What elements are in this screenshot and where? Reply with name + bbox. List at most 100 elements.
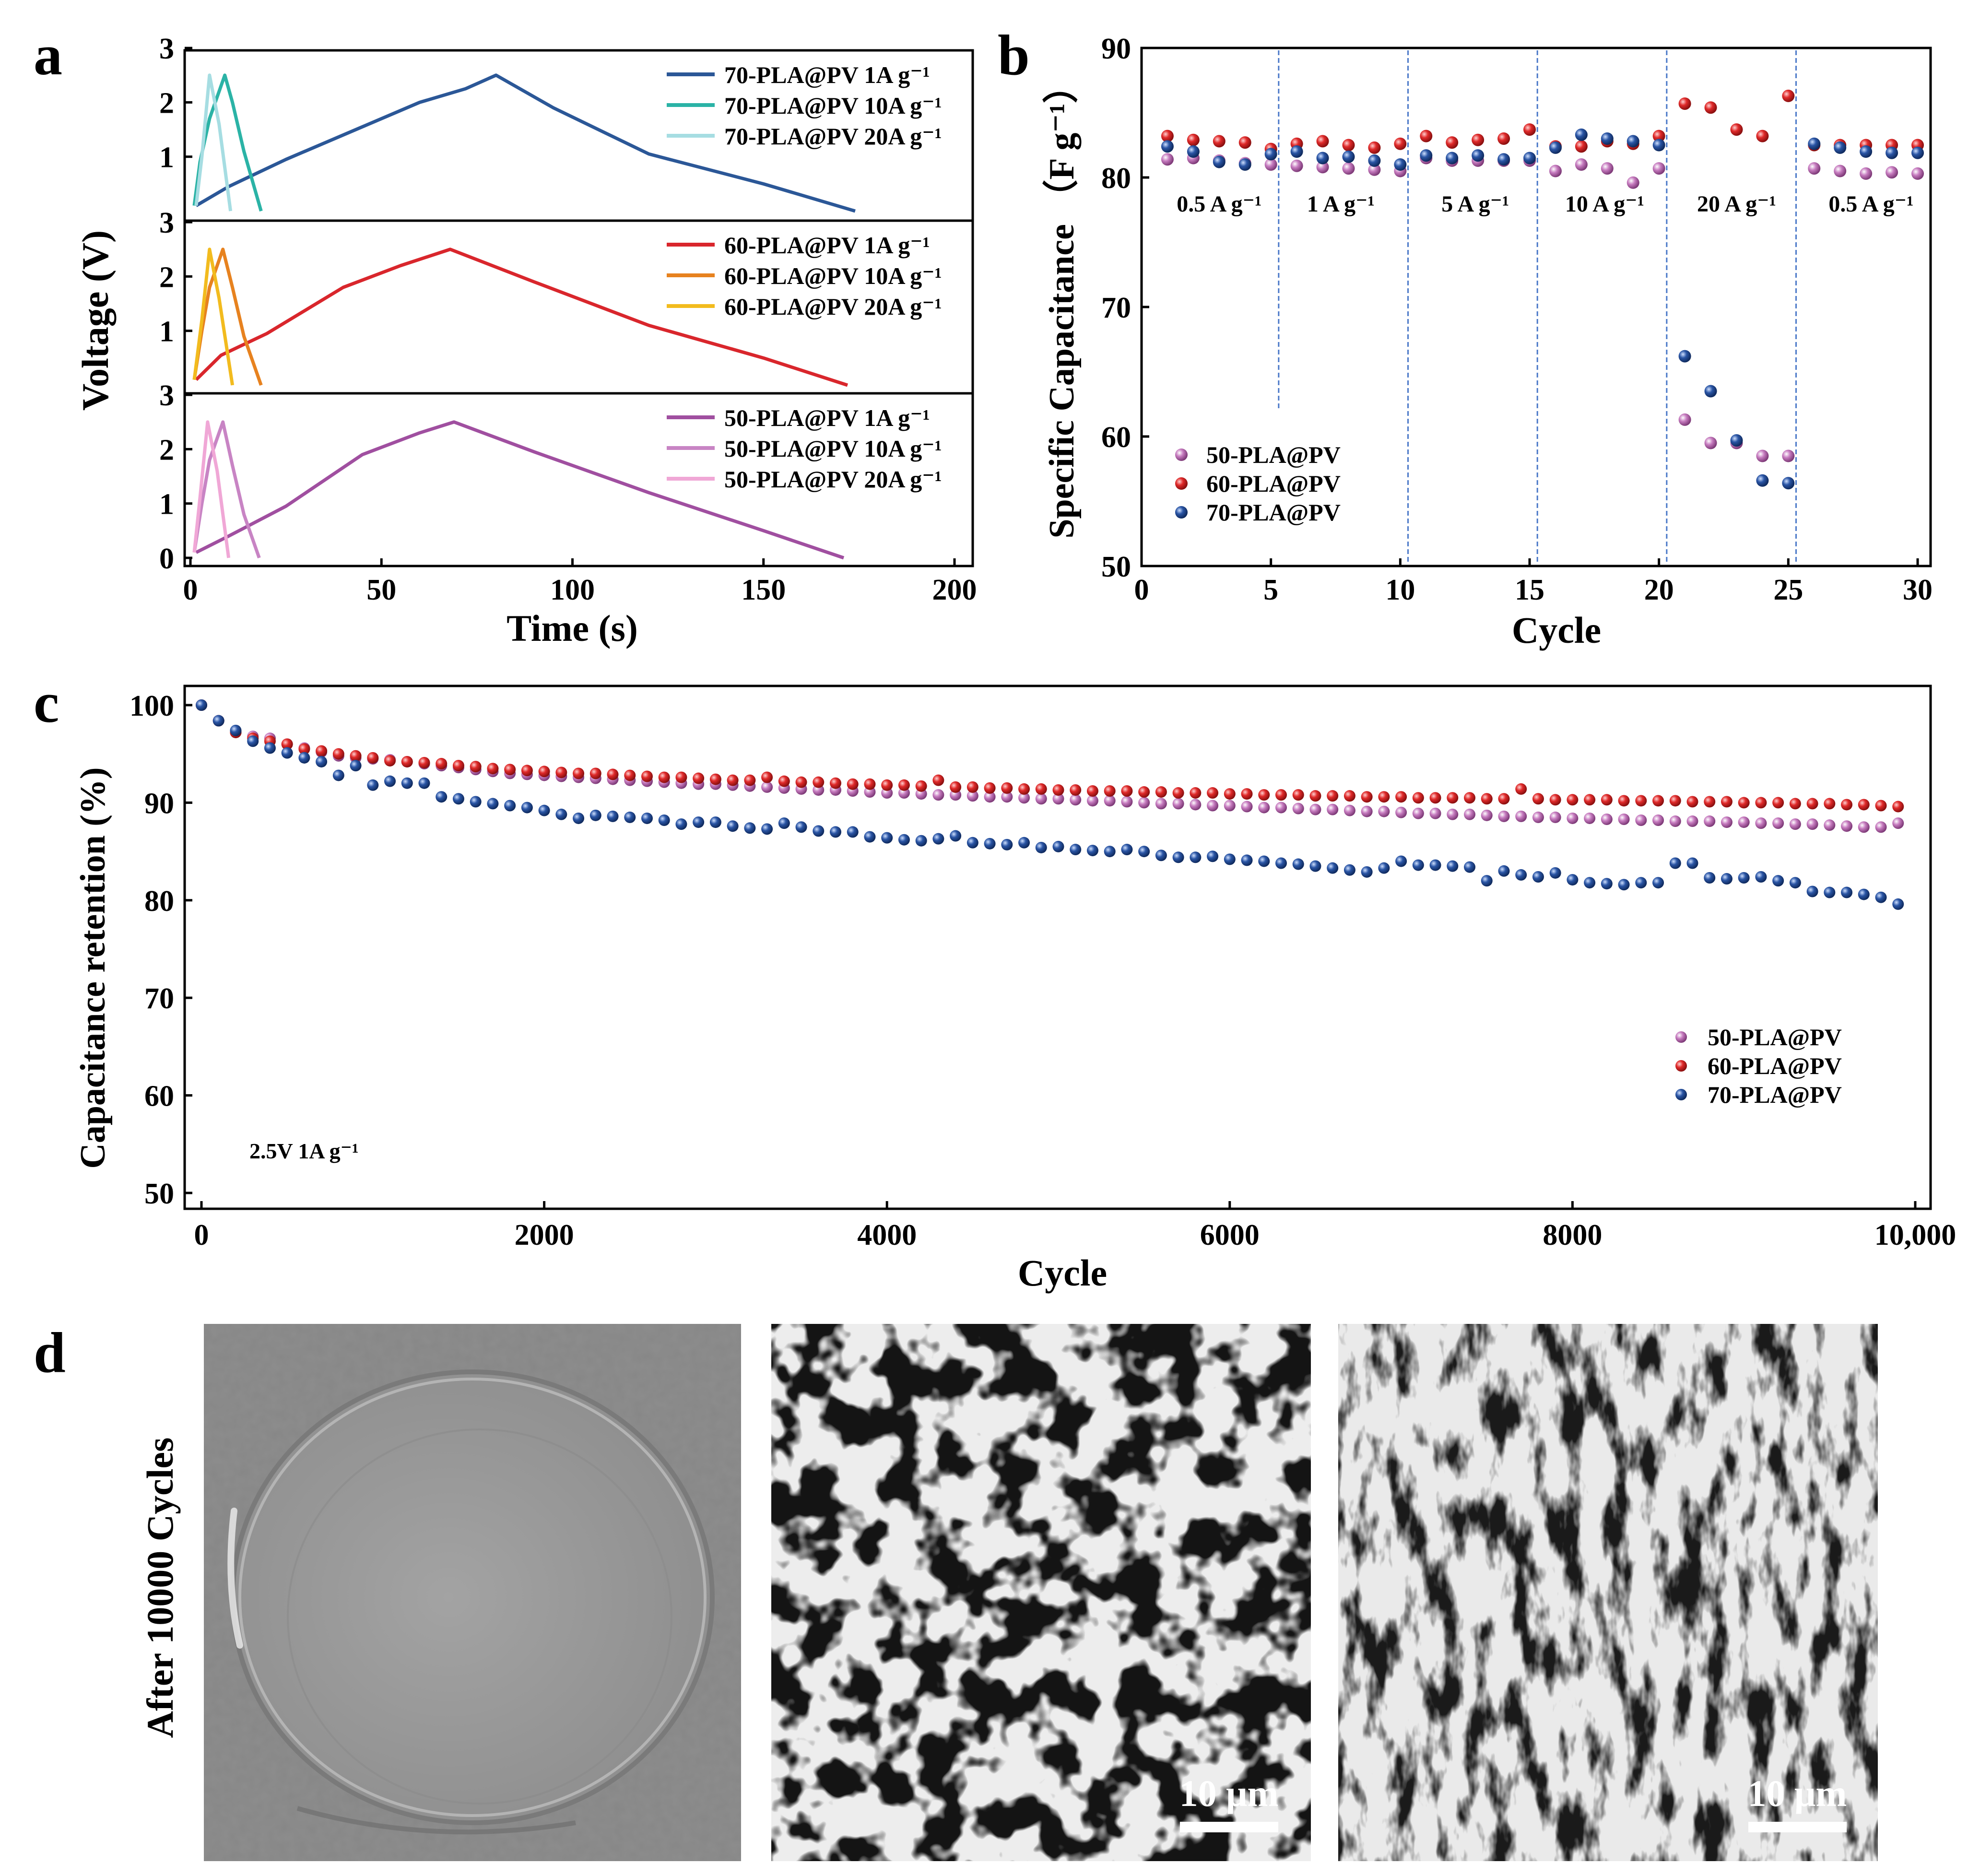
panel-c-point (658, 771, 670, 783)
panel-b-point (1472, 149, 1485, 162)
panel-c-point (607, 768, 619, 780)
panel-c-point (675, 771, 687, 783)
panel-a-y-tick-label: 2 (159, 87, 174, 119)
panel-c-y-tick-label: 60 (144, 1080, 174, 1113)
panel-b-point (1213, 135, 1226, 148)
panel-c-point (1378, 791, 1390, 803)
panel-c-point (1824, 886, 1836, 898)
panel-c-point (1532, 793, 1544, 805)
panel-c-point (1892, 898, 1904, 910)
panel-b-point (1497, 132, 1510, 145)
panel-b-point (1161, 140, 1174, 153)
panel-c-point (898, 779, 910, 791)
panel-c-point (1343, 864, 1355, 876)
panel-c-point (1275, 802, 1287, 814)
panel-c-point (1481, 809, 1493, 821)
panel-c-point (1001, 791, 1013, 803)
panel-c-point (1601, 813, 1613, 825)
panel-c-point (1789, 798, 1801, 810)
panel-c-point (1018, 837, 1030, 849)
panel-a-curve (194, 73, 233, 212)
panel-c-point (436, 791, 448, 803)
panel-c-point (778, 775, 790, 787)
panel-b-point (1549, 141, 1562, 154)
panel-c-point (1052, 840, 1064, 852)
panel-c-point (761, 823, 773, 835)
panel-c-frame (183, 684, 1932, 1210)
panel-c-point (1858, 799, 1870, 811)
panel-c-point (1104, 846, 1116, 858)
panel-letter-a: a (34, 23, 62, 87)
panel-c-point (1172, 798, 1184, 810)
panel-b-rate-label: 10 A g⁻¹ (1565, 191, 1644, 217)
panel-a-curve (195, 248, 848, 387)
panel-c-point (1429, 807, 1441, 819)
panel-b-point (1523, 152, 1536, 165)
panel-b-x-label: Cycle (1512, 609, 1601, 651)
panel-a-legend-label: 70-PLA@PV 20A g⁻¹ (724, 123, 942, 150)
panel-a-y-label: Voltage (V) (74, 230, 116, 411)
panel-b-y-tick-label: 70 (1101, 292, 1131, 324)
panel-b-rate-labels: 0.5 A g⁻¹ 1 A g⁻¹ 5 A g⁻¹ 10 A g⁻¹ 20 A g⁻¹ 0… (1177, 191, 1913, 217)
panel-c-point (1292, 789, 1304, 801)
panel-c-point (795, 821, 807, 833)
panel-c-point (487, 798, 499, 810)
panel-c-y-tick-label: 90 (144, 787, 174, 820)
panel-c-point (693, 772, 705, 784)
panel-c-point (932, 774, 944, 786)
panel-c-point (196, 699, 207, 711)
panel-c-point (1190, 799, 1202, 811)
panel-c-x-tick-label: 10,000 (1874, 1219, 1956, 1251)
panel-b-x-tick-label: 10 (1385, 574, 1415, 606)
panel-letter-b: b (998, 23, 1030, 87)
panel-c-x-tick-label: 6000 (1200, 1219, 1260, 1251)
panel-c-point (761, 771, 773, 783)
panel-c-point (607, 810, 619, 822)
panel-c-x-tick-label: 8000 (1543, 1219, 1602, 1251)
panel-c-point (1481, 875, 1493, 887)
panel-c-point (1669, 815, 1681, 827)
panel-c-point (1567, 794, 1579, 806)
panel-c-point (1275, 857, 1287, 869)
panel-b-point (1446, 136, 1459, 149)
electrode-photo (204, 1324, 741, 1861)
panel-b-point (1860, 145, 1873, 158)
panel-c-point (950, 830, 962, 842)
panel-c-point (384, 775, 396, 787)
panel-d: d After 10000 Cycles 10 μm 10 μm (34, 1321, 1878, 1861)
panel-c-point (1635, 795, 1647, 807)
panel-c-point (1464, 792, 1476, 804)
panel-c-point (1035, 793, 1047, 805)
panel-c-point (1824, 798, 1836, 810)
panel-c-point (984, 782, 996, 794)
panel-c-point (212, 715, 224, 727)
panel-c-point (1052, 793, 1064, 805)
panel-c-point (436, 758, 448, 770)
panel-c-point (1584, 812, 1596, 824)
panel-c-point (418, 757, 430, 769)
panel-c-point (641, 770, 653, 782)
panel-c-point (915, 780, 927, 792)
panel-b-axes: 0 5 10 15 20 25 30 50 60 70 80 90 (1101, 33, 1933, 606)
panel-c-point (401, 777, 413, 789)
panel-b-point (1626, 135, 1639, 148)
panel-c-point (1001, 838, 1013, 850)
panel-c-point (1447, 860, 1459, 872)
panel-c-point (1121, 785, 1133, 797)
panel-c-point (1395, 791, 1407, 803)
panel-c-point (727, 774, 739, 786)
panel-c-point (641, 812, 653, 824)
panel-c-point (1704, 872, 1716, 884)
panel-b-point (1704, 385, 1717, 398)
scale-bar-2-label: 10 μm (1748, 1772, 1847, 1814)
panel-a-x-tick-label: 50 (366, 574, 396, 606)
panel-c-point (1772, 875, 1784, 887)
panel-c-point (984, 838, 996, 850)
panel-c-point (1738, 872, 1750, 884)
panel-b-point (1808, 137, 1821, 150)
panel-b-rate-label: 1 A g⁻¹ (1307, 191, 1375, 217)
panel-c-point (1806, 885, 1818, 897)
panel-b-point (1626, 176, 1639, 189)
panel-c-point (1498, 793, 1510, 805)
panel-b-point (1756, 449, 1769, 462)
